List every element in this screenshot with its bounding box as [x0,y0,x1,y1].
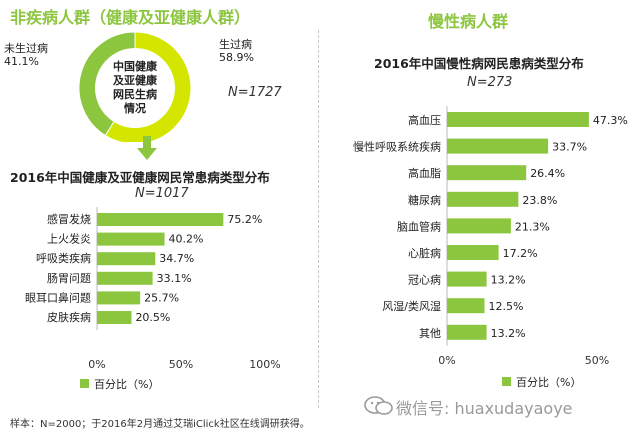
pie-label-not-sick-name: 未生过病 [4,42,48,55]
down-arrow-icon [137,136,157,160]
bar-value-label: 21.3% [515,220,550,233]
bar-value-label: 13.2% [491,327,526,340]
bar [97,252,156,266]
wechat-icon [364,396,393,415]
bar-value-label: 25.7% [144,291,179,304]
x-tick-label: 100% [249,358,280,371]
bar [97,291,141,305]
bar-value-label: 47.3% [593,114,628,127]
right-bar-chart: 高血压 47.3% 慢性呼吸系统疾病 33.7% 高血脂 26.4% 糖尿病 23.8% 脑血管… [353,106,628,389]
right-bar-chart-n: N=273 [467,75,513,90]
category-label: 其他 [419,327,441,340]
pie-center-hole [95,48,175,128]
x-tick-label: 0% [438,354,455,367]
category-label: 风湿/类风湿 [382,299,441,313]
legend-swatch [502,377,511,386]
pie-center-line-2: 及亚健康 [113,73,158,87]
bar-value-label: 33.7% [552,141,587,154]
bar [447,218,511,234]
bar-value-label: 12.5% [489,300,524,313]
bar [97,213,224,226]
legend-label: 百分比（%） [516,376,581,389]
bar [97,311,132,324]
bar [447,298,485,314]
pie-center-line-4: 情况 [124,101,146,115]
bar [447,245,499,260]
legend-label: 百分比（%） [94,378,159,391]
category-label: 冠心病 [408,273,441,287]
pie-chart: 中国健康 及亚健康 网民生病 情况 [78,31,192,142]
category-label: 心脏病 [408,246,441,260]
right-section-title: 慢性病人群 [428,12,509,31]
bar-value-label: 33.1% [157,272,192,285]
category-label: 高血压 [408,113,441,127]
left-bar-chart: 感冒发烧 75.2% 上火发炎 40.2% 呼吸类疾病 34.7% 肠胃问题 33.1% 眼耳口… [25,207,281,391]
x-tick-label: 50% [585,354,609,367]
category-label: 眼耳口鼻问题 [25,290,91,304]
bar [97,232,165,246]
footer-source: 样本：N=2000；于2016年2月通过艾瑞iClick社区在线调研获得。 [10,419,310,430]
section-divider [318,30,319,408]
bar-value-label: 17.2% [503,247,538,260]
bar [447,138,549,154]
pie-label-sick-name: 生过病 [219,38,252,51]
category-label: 感冒发烧 [47,212,91,226]
left-bar-chart-title: 2016年中国健康及亚健康网民常患病类型分布 [10,170,270,185]
category-label: 肠胃问题 [47,272,91,285]
category-label: 呼吸类疾病 [36,251,91,265]
bar [447,191,519,207]
pie-label-sick-value: 58.9% [219,51,254,64]
category-label: 上火发炎 [47,232,91,246]
bar-value-label: 34.7% [159,252,194,265]
bar-value-label: 26.4% [530,167,565,180]
pie-center-line-1: 中国健康 [113,59,158,73]
bar-value-label: 23.8% [522,194,557,207]
bar-value-label: 13.2% [491,274,526,287]
bar [447,324,487,340]
bar [447,112,589,127]
bar [97,271,153,285]
pie-n-label: N=1727 [228,85,282,100]
bar [447,165,527,181]
category-label: 高血脂 [408,166,441,180]
bar-value-label: 75.2% [227,213,262,226]
x-tick-label: 0% [88,358,105,371]
pie-label-sick: 生过病 58.9% [219,38,254,64]
pie-label-not-sick-value: 41.1% [4,55,39,68]
pie-center-line-3: 网民生病 [113,87,157,101]
left-bar-chart-n: N=1017 [135,186,189,201]
category-label: 皮肤疾病 [47,310,91,324]
pie-label-not-sick: 未生过病 41.1% [4,42,48,68]
footer-watermark: 微信号: huaxudayaoye [396,399,573,418]
bar [447,271,487,287]
bar-value-label: 40.2% [169,233,204,246]
legend-swatch [80,379,89,388]
x-tick-label: 50% [169,358,193,371]
right-bar-chart-title: 2016年中国慢性病网民患病类型分布 [374,56,584,71]
left-section-title: 非疾病人群（健康及亚健康人群） [10,8,251,27]
category-label: 糖尿病 [408,193,441,207]
category-label: 慢性呼吸系统疾病 [353,140,441,154]
category-label: 脑血管病 [397,219,441,233]
bar-value-label: 20.5% [135,311,170,324]
